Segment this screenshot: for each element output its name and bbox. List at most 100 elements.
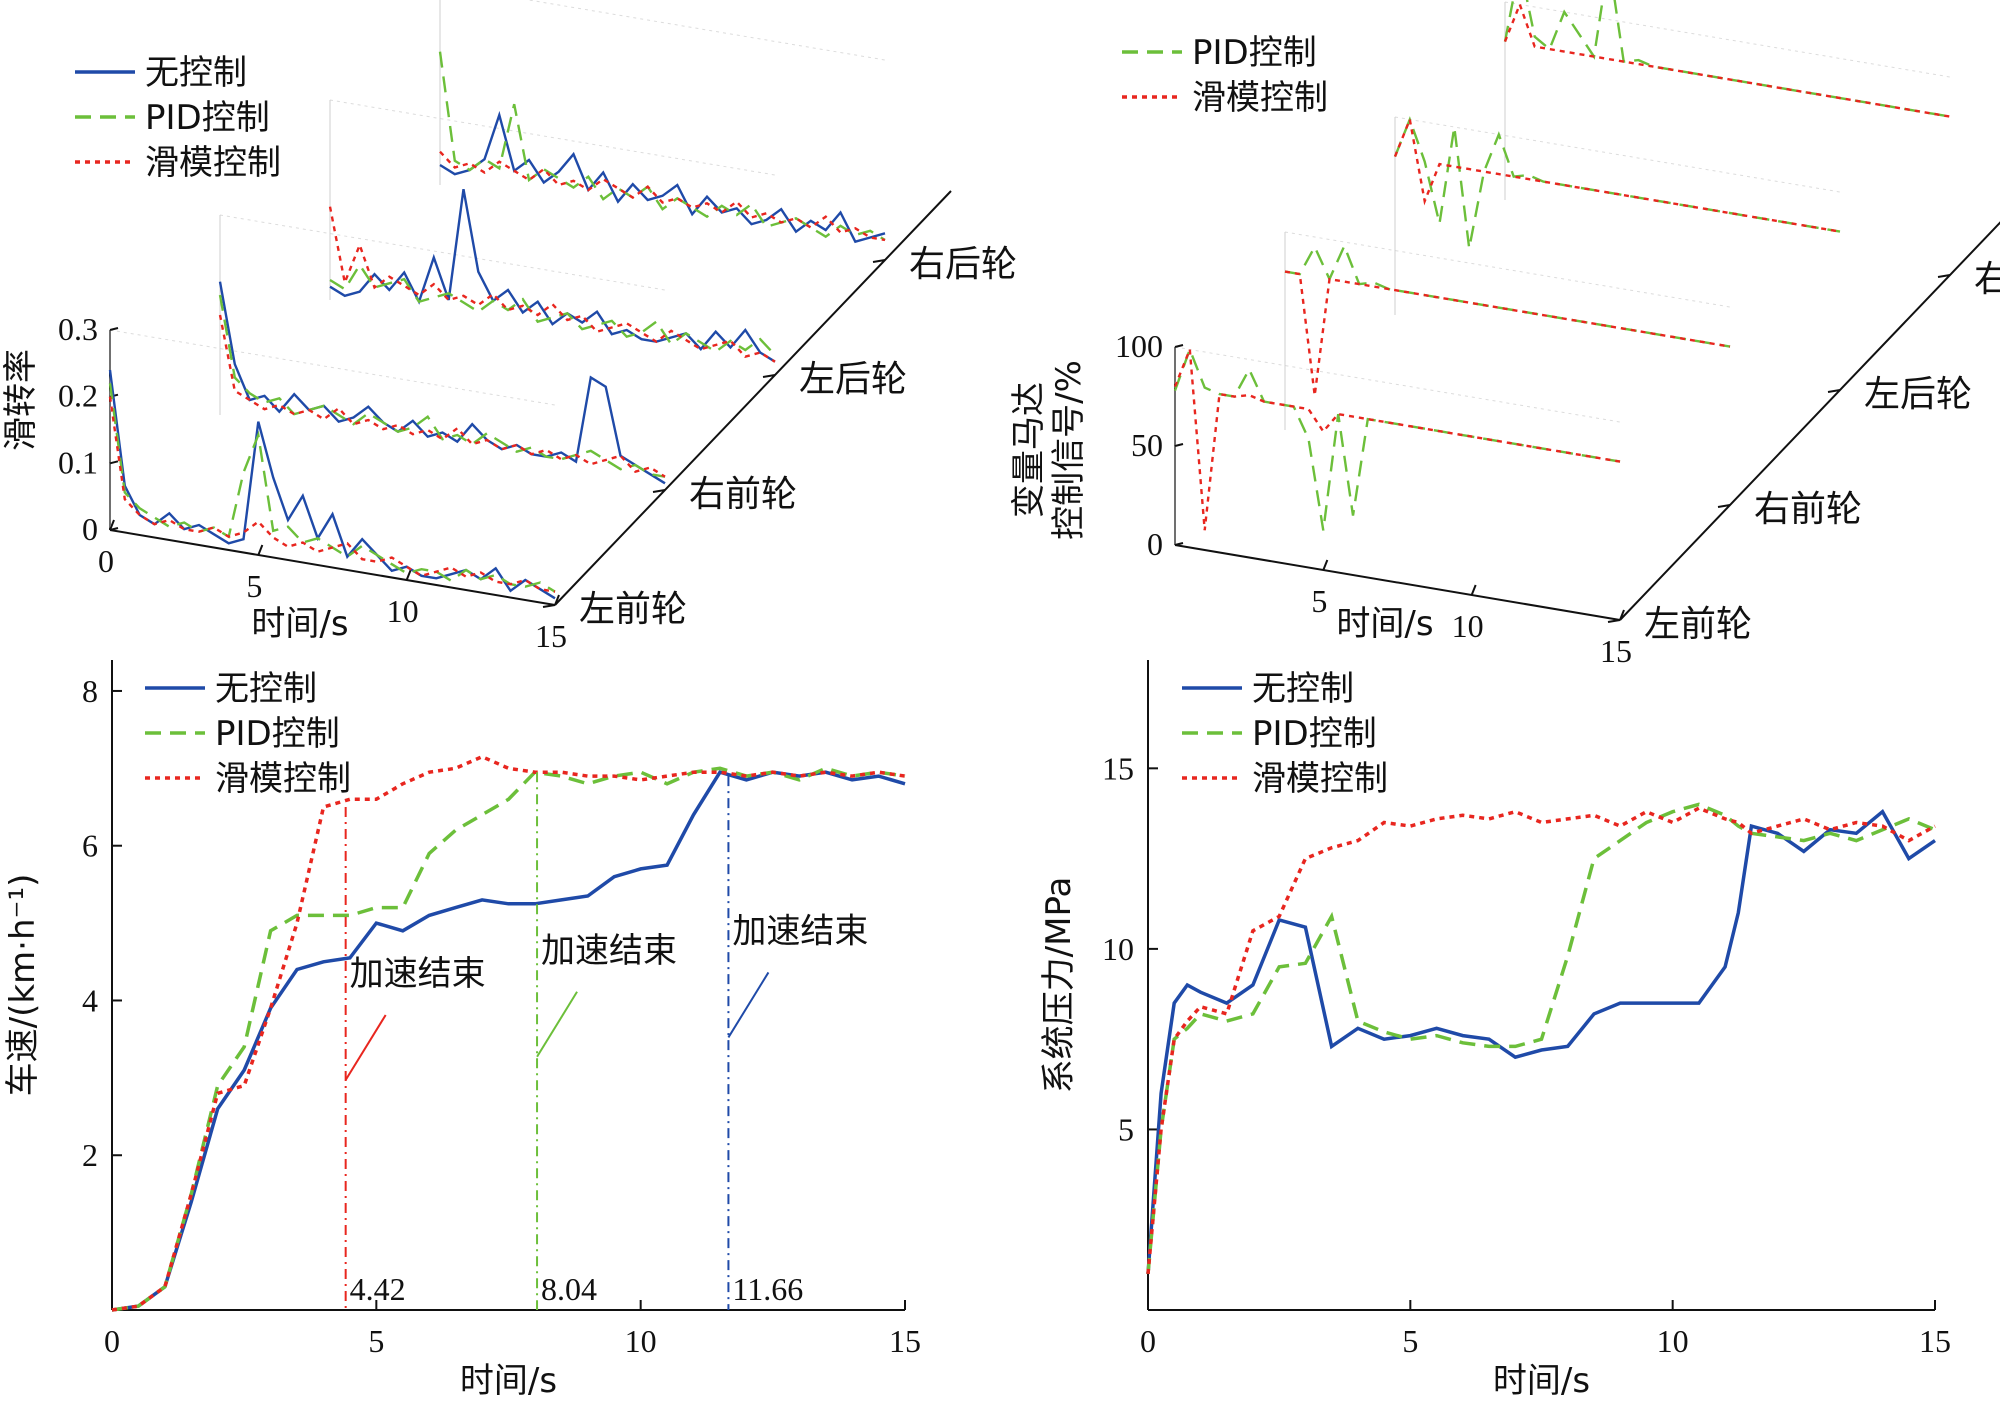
slip-depth-tick	[542, 604, 556, 608]
motor-wheel-label: 左前轮	[1644, 604, 1752, 645]
speed-y-tick-label: 4	[82, 982, 98, 1018]
pressure-series-group	[1146, 802, 1936, 1275]
slip-depth-tick	[652, 489, 666, 493]
motor-depth-tick	[1717, 504, 1731, 508]
motor-series-line	[1393, 115, 1841, 233]
motor-series-line	[1393, 116, 1841, 249]
speed-series-line	[111, 754, 906, 1312]
motor-x-tick	[1322, 559, 1329, 571]
motor-x-tick-label: 15	[1600, 633, 1632, 669]
speed-y-tick-label: 6	[82, 828, 98, 864]
pressure-x-tick-label: 15	[1919, 1323, 1951, 1359]
speed-x-tick-label: 0	[104, 1323, 120, 1359]
motor-legend-label: PID控制	[1192, 33, 1317, 73]
speed-x-tick-label: 5	[368, 1323, 384, 1359]
speed-x-axis-title: 时间/s	[460, 1361, 557, 1401]
slip-wheel-label: 右前轮	[689, 474, 797, 515]
pressure-y-tick-label: 5	[1118, 1111, 1134, 1147]
motor-y-tick	[1174, 542, 1184, 546]
speed-annotations: 4.42 加速结束 8.04 加速结束 11.66 加速结束	[344, 772, 868, 1310]
slip-series-group	[108, 51, 886, 600]
vehicle-speed-chart: 0 5 10 15 2 4 6 8 时间/s 车速/(km·h⁻¹) 4.42 加速结束 8.04 加速结…	[3, 660, 921, 1401]
speed-legend-label: PID控制	[215, 714, 340, 754]
slip-x-tick	[109, 519, 115, 531]
slip-grid-line	[329, 99, 776, 176]
motor-series-line	[1173, 349, 1621, 531]
speed-legend-label: 无控制	[215, 669, 317, 709]
slip-series-line	[108, 396, 556, 593]
slip-y-tick	[109, 327, 119, 331]
slip-y-tick-label: 0.1	[58, 444, 98, 480]
slip-grid-line	[525, 0, 886, 61]
slip-x-tick-label: 5	[246, 568, 262, 604]
speed-end-marker-label: 加速结束	[732, 911, 868, 951]
slip-x-tick-label: 15	[535, 618, 567, 654]
slip-y-tick-label: 0	[82, 511, 98, 547]
motor-y-tick-label: 50	[1131, 427, 1163, 463]
speed-y-axis-title: 车速/(km·h⁻¹)	[3, 874, 43, 1097]
speed-end-marker-label: 加速结束	[350, 954, 486, 994]
speed-series-group	[111, 754, 906, 1312]
motor-grid-line	[1504, 1, 1951, 78]
slip-series-line	[218, 281, 666, 485]
slip-series-line	[328, 206, 776, 363]
slip-x-tick	[554, 594, 560, 606]
slip-wheel-label: 左后轮	[799, 359, 907, 400]
motor-series-group	[1173, 0, 1951, 531]
pressure-x-axis-title: 时间/s	[1493, 1361, 1590, 1401]
speed-axes: 0 5 10 15 2 4 6 8 时间/s 车速/(km·h⁻¹)	[3, 660, 921, 1401]
motor-control-signal-3d-chart: 0 50 100 5 10 15 左前轮 右前轮 左后轮 右后轮变量马达控制信号/% 时间/s PID…	[1009, 0, 2000, 669]
slip-series-line	[329, 188, 776, 363]
motor-depth-tick	[1827, 389, 1841, 393]
motor-x-tick-label: 5	[1311, 583, 1327, 619]
slip-grid-line	[219, 214, 666, 291]
motor-wheel-label: 右前轮	[1754, 489, 1862, 530]
pressure-legend-label: PID控制	[1252, 714, 1377, 754]
motor-grid-line	[1394, 116, 1841, 193]
slip-depth-tick	[872, 259, 886, 263]
pressure-legend-label: 无控制	[1252, 669, 1354, 709]
motor-series-line	[1503, 1, 1951, 118]
slip-series-line	[438, 51, 886, 242]
slip-legend-label: 滑模控制	[145, 143, 281, 183]
slip-series-line	[218, 294, 666, 478]
slip-time-axis	[109, 529, 556, 606]
pressure-legend-label: 滑模控制	[1252, 759, 1388, 799]
speed-x-tick-label: 15	[889, 1323, 921, 1359]
motor-y-axis-title: 控制信号/%	[1049, 360, 1089, 540]
slip-y-tick-label: 0.3	[58, 311, 98, 347]
speed-end-marker-value: 11.66	[732, 1271, 803, 1307]
speed-end-marker-leader	[344, 1014, 387, 1081]
motor-axes: 0 50 100 5 10 15 左前轮 右前轮 左后轮 右后轮变量马达控制信号/% 时间/s	[1009, 1, 2000, 669]
slip-series-line	[439, 150, 886, 242]
motor-series-line	[1173, 346, 1621, 531]
motor-wheel-label: 右后轮	[1974, 259, 2000, 300]
motor-x-tick	[1619, 609, 1625, 621]
speed-series-line	[111, 766, 906, 1312]
slip-y-tick	[109, 527, 119, 531]
motor-grid-line	[1284, 231, 1731, 308]
speed-x-tick-label: 10	[625, 1323, 657, 1359]
slip-y-tick	[109, 460, 119, 465]
pressure-x-tick-label: 5	[1402, 1323, 1418, 1359]
motor-series-line	[1284, 242, 1731, 348]
slip-x-tick-label: 10	[387, 593, 419, 629]
speed-end-marker-value: 4.42	[350, 1271, 406, 1307]
motor-y-tick	[1174, 443, 1184, 447]
motor-y-tick	[1174, 344, 1184, 348]
pressure-axes: 0 5 10 15 5 10 15 时间/s 系统压力/MPa	[1039, 660, 1951, 1401]
slip-x-tick	[405, 569, 412, 581]
speed-legend-label: 滑模控制	[215, 759, 351, 799]
motor-depth-tick	[1937, 274, 1951, 278]
slip-grid-line	[109, 329, 556, 406]
motor-y-tick-label: 0	[1147, 526, 1163, 562]
speed-series-line	[111, 770, 906, 1312]
pressure-y-tick-label: 10	[1102, 931, 1134, 967]
motor-y-tick-label: 100	[1115, 328, 1163, 364]
pressure-series-line	[1146, 802, 1936, 1275]
pressure-series-line	[1146, 809, 1936, 1275]
slip-legend-label: PID控制	[145, 98, 270, 138]
